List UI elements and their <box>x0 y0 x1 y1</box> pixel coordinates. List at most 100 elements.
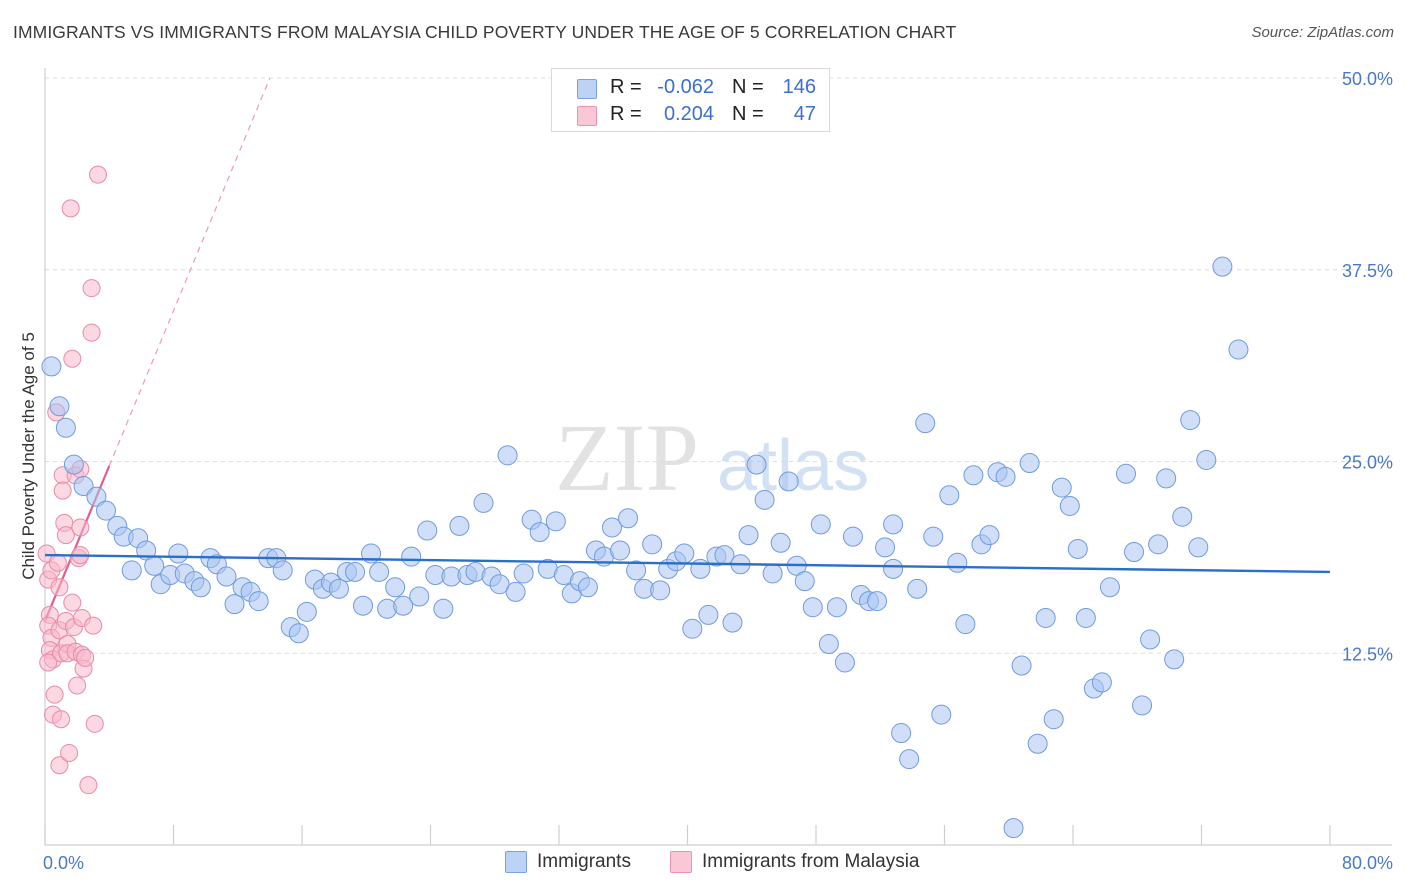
immigrants-point <box>722 612 743 633</box>
legend-n-label: N = <box>732 76 764 98</box>
immigrants-point <box>610 540 631 561</box>
legend-swatch-pink <box>670 851 692 873</box>
immigrants-point <box>955 614 976 635</box>
immigrants-point <box>1099 577 1120 598</box>
immigrants-point <box>738 525 759 546</box>
immigrants-point <box>618 508 639 529</box>
immigrants-point <box>883 514 904 535</box>
grid-lines <box>45 77 1392 654</box>
legend-r-value: 0.204 <box>663 103 714 125</box>
immigrants-point <box>674 543 695 564</box>
legend-swatch-pink <box>577 106 597 126</box>
immigrants-point <box>995 466 1016 487</box>
immigrants-point <box>401 546 422 567</box>
legend-n-label: N = <box>732 103 764 125</box>
immigrants-point <box>248 591 269 612</box>
malaysia-points <box>37 165 108 795</box>
immigrants-point <box>1043 709 1064 730</box>
immigrants-point <box>1132 695 1153 716</box>
immigrants-point <box>272 560 293 581</box>
immigrants-point <box>409 586 430 607</box>
immigrants-point <box>690 558 711 579</box>
legend-swatch-blue <box>577 79 597 99</box>
immigrants-point <box>602 517 623 538</box>
immigrants-point <box>923 526 944 547</box>
immigrants-point <box>497 445 518 466</box>
immigrants-point <box>826 597 847 618</box>
immigrants-point <box>899 749 920 770</box>
y-tick-label: 37.5% <box>1342 261 1393 281</box>
legend-item-label: Immigrants <box>537 851 631 872</box>
malaysia-point <box>76 648 95 667</box>
legend-r-label: R = <box>610 103 642 125</box>
malaysia-point <box>53 481 72 500</box>
x-tick-label: 0.0% <box>43 853 84 873</box>
immigrants-point <box>1091 672 1112 693</box>
malaysia-point <box>71 518 90 537</box>
immigrants-point <box>682 618 703 639</box>
immigrants-point <box>754 489 775 510</box>
immigrants-point <box>473 492 494 513</box>
malaysia-point <box>61 199 80 218</box>
malaysia-point <box>45 685 64 704</box>
malaysia-point <box>50 578 69 597</box>
legend-item-label: Immigrants from Malaysia <box>702 851 920 872</box>
immigrants-point <box>353 595 374 616</box>
malaysia-point <box>50 756 69 775</box>
chart-title: IMMIGRANTS VS IMMIGRANTS FROM MALAYSIA C… <box>13 22 957 42</box>
immigrants-point <box>1124 542 1145 563</box>
malaysia-point <box>84 616 103 635</box>
immigrants-point <box>369 561 390 582</box>
immigrants-point <box>489 574 510 595</box>
immigrants-point <box>1196 449 1217 470</box>
malaysia-point <box>52 710 71 729</box>
immigrants-point <box>931 704 952 725</box>
immigrants-point <box>1116 463 1137 484</box>
immigrants-point <box>963 465 984 486</box>
immigrants-point <box>449 515 470 536</box>
immigrants-point <box>1172 506 1193 527</box>
immigrants-point <box>1027 733 1048 754</box>
immigrants-point <box>73 476 94 497</box>
immigrants-point <box>296 601 317 622</box>
watermark-atlas: atlas <box>717 426 869 506</box>
immigrants-point <box>513 563 534 584</box>
immigrants-point <box>1140 629 1161 650</box>
immigrants-point <box>49 396 70 417</box>
malaysia-trend-line <box>43 77 271 622</box>
legend-swatch-blue <box>505 851 527 873</box>
immigrants-point <box>96 500 117 521</box>
malaysia-point <box>63 593 82 612</box>
immigrants-point <box>778 471 799 492</box>
immigrants-point <box>121 560 142 581</box>
immigrants-point <box>1156 468 1177 489</box>
y-tick-label: 12.5% <box>1342 644 1393 664</box>
immigrants-point <box>762 563 783 584</box>
immigrants-point <box>1067 538 1088 559</box>
immigrants-trend-line <box>44 553 1331 574</box>
malaysia-point <box>79 776 98 795</box>
y-tick-label: 50.0% <box>1342 69 1393 89</box>
y-tick-label: 25.0% <box>1342 453 1393 473</box>
immigrants-point <box>1188 537 1209 558</box>
legend-n-value: 47 <box>793 103 816 125</box>
axes <box>44 68 1392 846</box>
immigrants-point <box>770 532 791 553</box>
watermark: ZIP atlas <box>555 404 869 511</box>
immigrants-point <box>288 623 309 644</box>
y-axis-label: Child Poverty Under the Age of 5 <box>19 332 38 580</box>
immigrants-point <box>224 594 245 615</box>
immigrants-point <box>328 578 349 599</box>
immigrants-point <box>883 558 904 579</box>
immigrants-point <box>345 561 366 582</box>
immigrants-point <box>698 604 719 625</box>
immigrants-point <box>1051 477 1072 498</box>
immigrants-point <box>190 577 211 598</box>
immigrants-point <box>216 566 237 587</box>
legend-item-immigrants: Immigrants <box>505 851 631 873</box>
legend-n-value: 146 <box>782 76 816 98</box>
y-tick-labels: 12.5% 25.0% 37.5% 50.0% <box>1342 69 1393 664</box>
immigrants-point <box>810 514 831 535</box>
series-legend: Immigrants Immigrants from Malaysia <box>0 851 1406 879</box>
immigrants-point <box>1075 607 1096 628</box>
